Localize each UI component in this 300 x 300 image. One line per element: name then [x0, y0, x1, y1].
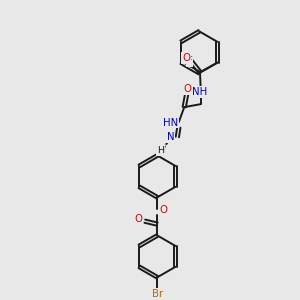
Text: H: H — [157, 146, 164, 155]
Text: N: N — [167, 132, 175, 142]
Text: HN: HN — [163, 118, 178, 128]
Text: O: O — [134, 214, 142, 224]
Text: NH: NH — [191, 87, 207, 97]
Text: F: F — [187, 56, 192, 66]
Text: O: O — [182, 53, 190, 63]
Text: O: O — [184, 84, 191, 94]
Text: Br: Br — [152, 289, 163, 299]
Text: O: O — [159, 205, 167, 215]
